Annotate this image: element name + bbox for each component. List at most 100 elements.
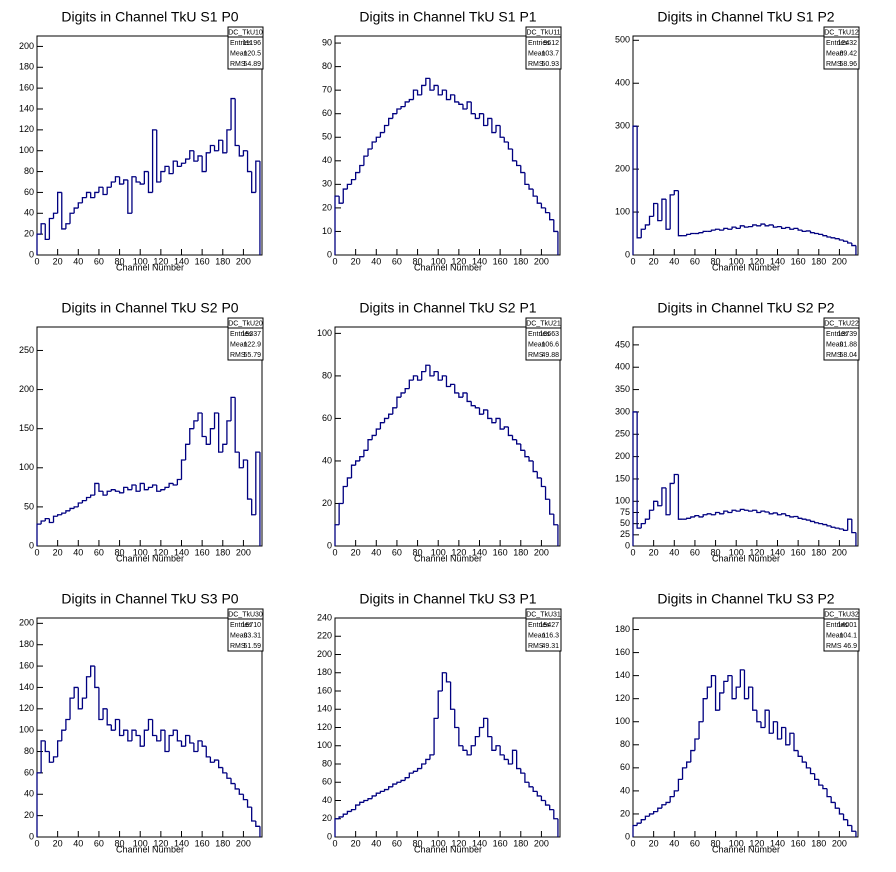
histogram-bin	[830, 236, 836, 239]
y-tick-label: 80	[322, 758, 332, 768]
histogram-bin	[338, 196, 344, 204]
y-tick-label: 160	[19, 660, 34, 670]
stats-value: 49.88	[541, 352, 559, 359]
histogram-bin	[838, 238, 844, 241]
histogram-bin	[503, 426, 509, 430]
histogram-bin	[230, 396, 236, 421]
histogram-bin	[184, 158, 190, 164]
histogram-bin	[176, 730, 182, 742]
histogram-bin	[536, 471, 542, 479]
histogram-bin	[772, 224, 778, 228]
stats-label: RMS	[528, 352, 544, 359]
histogram-bin	[466, 101, 472, 109]
histogram-bin	[81, 499, 87, 503]
histogram-bin	[847, 518, 852, 531]
histogram-bin	[404, 101, 410, 107]
histogram-bin	[495, 745, 501, 751]
histogram-bin	[441, 672, 447, 691]
x-tick-label: 20	[351, 547, 361, 557]
histogram-bin	[760, 721, 766, 729]
stats-label: Mean	[826, 50, 844, 57]
histogram-bin	[768, 710, 774, 734]
y-tick-label: 100	[615, 206, 630, 216]
histogram-bin	[445, 90, 451, 101]
x-tick-label: 200	[534, 547, 549, 557]
x-tick-label: 40	[669, 547, 679, 557]
histogram-bin	[772, 721, 778, 734]
y-tick-label: 250	[19, 345, 34, 355]
histogram-bin	[752, 509, 757, 512]
histogram-bin	[400, 392, 406, 398]
stats-label: Entries	[230, 622, 252, 629]
x-tick-label: 60	[392, 547, 402, 557]
histogram-bin	[507, 426, 513, 437]
histogram-bin	[499, 418, 505, 430]
histogram-bin	[673, 189, 679, 195]
x-tick-label: 0	[332, 547, 337, 557]
chart-title: Digits in Channel TkU S1 P0	[61, 9, 238, 25]
histogram-bin	[648, 509, 654, 520]
histogram-bin	[209, 756, 215, 763]
histogram-bin	[131, 484, 137, 490]
histogram-bin	[197, 412, 203, 421]
histogram-bin	[90, 494, 95, 498]
histogram-bin	[648, 215, 654, 225]
histogram-bin	[482, 409, 488, 415]
x-tick-label: 0	[630, 547, 635, 557]
histogram-bin	[350, 178, 356, 185]
histogram-bin	[189, 735, 194, 744]
histogram-bin	[536, 196, 542, 204]
histogram-bin	[429, 78, 435, 91]
histogram-bin	[85, 676, 91, 699]
y-tick-label: 100	[317, 328, 332, 338]
histogram-bin	[118, 719, 124, 737]
histogram-bin	[180, 459, 186, 480]
histogram-bin	[723, 680, 728, 693]
histogram-bin	[487, 718, 492, 738]
histogram-bin	[739, 669, 745, 688]
histogram-bin	[495, 124, 501, 133]
histogram-bin	[342, 813, 348, 817]
histogram-bin	[416, 90, 422, 96]
y-tick-label: 200	[615, 451, 630, 461]
histogram-bin	[822, 234, 828, 237]
stats-label: Mean	[528, 50, 546, 57]
histogram-bin	[694, 738, 700, 751]
histogram-bin	[540, 477, 546, 488]
x-tick-label: 40	[73, 256, 83, 266]
histogram-bin	[383, 788, 389, 792]
histogram-bin	[636, 126, 642, 239]
histogram-bin	[532, 460, 538, 473]
histogram-bin	[657, 807, 662, 812]
histogram-bin	[449, 383, 455, 387]
histogram-bin	[507, 141, 513, 150]
x-tick-label: 180	[811, 547, 826, 557]
histogram-bin	[437, 690, 443, 719]
y-tick-label: 60	[620, 762, 630, 772]
histogram-bin	[454, 384, 459, 394]
x-tick-label: 160	[791, 838, 806, 848]
histogram-bin	[118, 176, 124, 185]
histogram-bin	[669, 796, 675, 803]
stats-value: 116.3	[542, 632, 559, 639]
x-tick-label: 40	[669, 838, 679, 848]
y-tick-label: 0	[625, 540, 630, 550]
histogram-bin	[826, 235, 832, 238]
histogram-bin	[77, 502, 83, 507]
y-tick-label: 150	[615, 473, 630, 483]
y-tick-label: 300	[615, 406, 630, 416]
histogram-bin	[834, 237, 840, 240]
y-tick-label: 40	[24, 789, 34, 799]
histogram-bin	[164, 486, 170, 490]
histogram-bin	[491, 118, 497, 134]
histogram-bin	[209, 428, 215, 445]
histogram-bin	[338, 502, 344, 525]
stats-label: Mean	[230, 50, 248, 57]
histogram-bin	[209, 144, 215, 153]
x-tick-label: 60	[690, 547, 700, 557]
x-tick-label: 160	[493, 838, 508, 848]
histogram-bin	[114, 176, 120, 182]
histogram-bin	[764, 224, 770, 227]
histogram-bin	[549, 212, 554, 221]
stats-name: DC_TkU31	[526, 611, 561, 618]
